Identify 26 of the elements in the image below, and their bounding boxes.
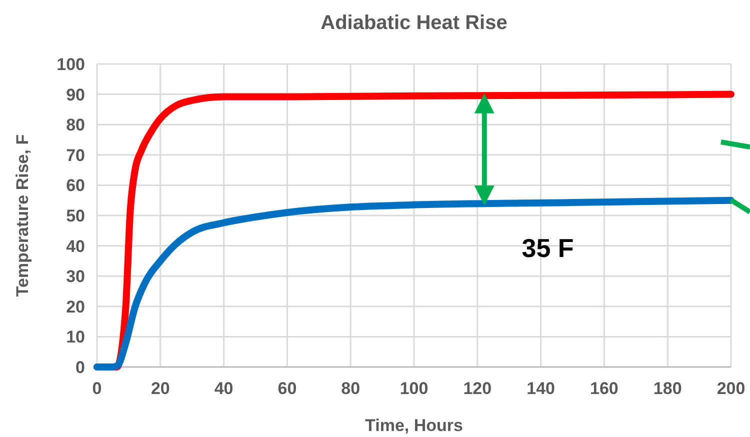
y-tick-label: 40	[66, 236, 85, 256]
x-tick-label: 20	[150, 379, 170, 398]
y-tick-label: 0	[76, 358, 85, 377]
x-tick-label: 0	[92, 379, 102, 398]
x-tick-label: 180	[653, 379, 682, 398]
x-tick-label: 40	[214, 379, 234, 398]
x-tick-label: 120	[463, 379, 492, 398]
x-axis-title: Time, Hours	[365, 416, 463, 435]
y-tick-label: 50	[66, 206, 85, 226]
x-tick-label: 200	[716, 379, 746, 398]
x-tick-label: 140	[526, 379, 555, 398]
y-tick-label: 80	[66, 116, 85, 135]
y-tick-label: 60	[66, 176, 85, 196]
y-tick-label: 90	[66, 85, 85, 104]
y-tick-label: 10	[66, 328, 85, 347]
x-tick-label: 60	[278, 379, 297, 398]
y-tick-label: 30	[66, 267, 85, 286]
y-tick-label: 20	[66, 297, 85, 316]
x-tick-label: 100	[400, 379, 428, 398]
x-tick-label: 160	[590, 379, 618, 398]
annotation: 35 F	[522, 233, 574, 264]
x-tick-label: 80	[341, 379, 360, 398]
y-tick-label: 70	[66, 146, 85, 165]
chart-title: Adiabatic Heat Rise	[320, 12, 508, 34]
y-axis-title: Temperature Rise, F	[13, 134, 32, 297]
y-tick-label: 100	[56, 54, 85, 74]
